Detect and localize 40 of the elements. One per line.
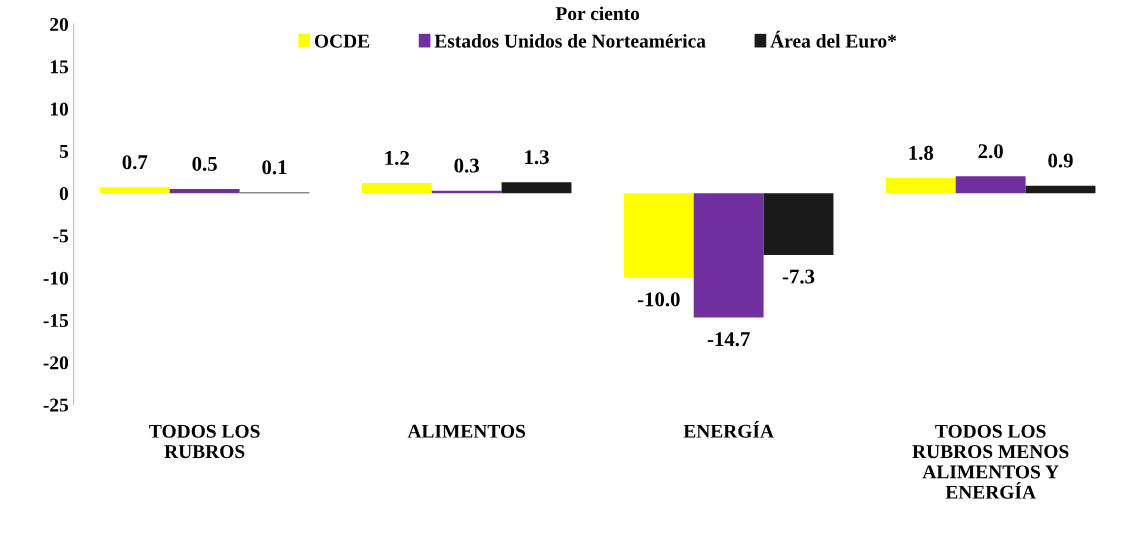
data-label: 0.9 [1048,153,1073,168]
x-tick-label: ALIMENTOS [407,424,526,438]
y-tick-label: -15 [43,314,69,328]
data-label: 1.3 [525,150,549,165]
bar [623,193,694,278]
data-label: -10.0 [637,292,680,307]
bar [169,189,240,194]
legend-label: Estados Unidos de Norteamérica [434,33,706,48]
chart-title: Por ciento [555,6,640,21]
y-tick-label: 0 [59,187,69,201]
legend-label: OCDE [314,34,370,48]
data-label: 0.7 [122,155,148,170]
data-label: 0.1 [262,160,287,175]
bar [501,182,572,194]
data-label: -7.3 [782,269,815,284]
bar [1025,185,1096,194]
bar [693,193,764,318]
bar [99,187,170,194]
data-label: 0.5 [192,156,217,171]
data-label: -14.7 [707,332,750,347]
y-tick-label: -10 [43,271,69,285]
y-tick-label: 5 [59,144,69,158]
bar [763,193,834,255]
data-label: 0.3 [454,158,479,173]
bar [955,176,1026,194]
y-tick-label: 20 [50,17,69,32]
data-label: 1.2 [385,150,409,166]
data-label: 2.0 [978,144,1003,159]
x-tick-label: ENERGÍA [683,421,774,438]
y-tick-label: -5 [53,229,69,243]
x-tick-label: TODOS LOS RUBROS MENOS ALIMENTOS Y ENERGÍA [912,424,1069,499]
y-tick-label: -20 [43,356,69,370]
data-label: 1.8 [909,145,934,161]
y-tick-label: 10 [50,102,69,116]
y-tick-label: -25 [43,398,69,412]
y-tick-label: 15 [50,60,69,74]
x-tick-label: TODOS LOS RUBROS [149,424,260,459]
bar [361,183,432,194]
bar [885,178,956,194]
legend-label: Área del Euro* [770,30,897,48]
